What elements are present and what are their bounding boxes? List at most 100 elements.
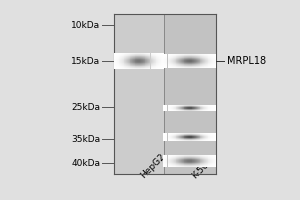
- Bar: [201, 163, 202, 164]
- Bar: [208, 61, 209, 62]
- Bar: [203, 155, 204, 156]
- Bar: [164, 57, 165, 58]
- Bar: [202, 54, 203, 55]
- Bar: [151, 53, 152, 54]
- Bar: [172, 59, 173, 60]
- Bar: [179, 55, 180, 56]
- Bar: [162, 61, 163, 62]
- Bar: [133, 59, 134, 60]
- Bar: [204, 164, 205, 165]
- Bar: [185, 163, 186, 164]
- Bar: [158, 64, 159, 65]
- Bar: [210, 156, 211, 157]
- Bar: [191, 60, 192, 61]
- Bar: [207, 59, 208, 60]
- Bar: [199, 61, 200, 62]
- Bar: [160, 63, 161, 64]
- Bar: [126, 57, 127, 58]
- Bar: [141, 53, 142, 54]
- Bar: [143, 61, 144, 62]
- Bar: [170, 161, 171, 162]
- Bar: [129, 55, 130, 56]
- Bar: [174, 54, 175, 55]
- Bar: [204, 159, 205, 160]
- Bar: [205, 55, 206, 56]
- Bar: [126, 63, 127, 64]
- Bar: [199, 163, 200, 164]
- Bar: [199, 166, 200, 167]
- Bar: [121, 58, 122, 59]
- Bar: [201, 61, 202, 62]
- Bar: [141, 64, 142, 65]
- Bar: [133, 66, 134, 67]
- Bar: [201, 67, 202, 68]
- Bar: [116, 64, 117, 65]
- Bar: [202, 64, 203, 65]
- Bar: [159, 68, 160, 69]
- Bar: [181, 156, 182, 157]
- Bar: [119, 65, 120, 66]
- Bar: [141, 60, 142, 61]
- Bar: [150, 59, 151, 60]
- Bar: [205, 67, 206, 68]
- Bar: [164, 65, 165, 66]
- Bar: [146, 59, 147, 60]
- Bar: [141, 67, 142, 68]
- Bar: [158, 55, 159, 56]
- Bar: [136, 63, 137, 64]
- Bar: [201, 158, 202, 159]
- Bar: [115, 67, 116, 68]
- Bar: [147, 65, 148, 66]
- Bar: [126, 65, 127, 66]
- Bar: [180, 160, 181, 161]
- Bar: [207, 64, 208, 65]
- Bar: [211, 166, 212, 167]
- Bar: [166, 161, 167, 162]
- Bar: [121, 61, 122, 62]
- Bar: [197, 163, 198, 164]
- Bar: [126, 55, 127, 56]
- Bar: [139, 53, 140, 54]
- Bar: [205, 161, 206, 162]
- Bar: [114, 66, 115, 67]
- Bar: [193, 156, 194, 157]
- Bar: [192, 55, 193, 56]
- Bar: [156, 54, 157, 55]
- Bar: [136, 67, 137, 68]
- Bar: [183, 161, 184, 162]
- Bar: [169, 55, 170, 56]
- Bar: [130, 57, 131, 58]
- Bar: [155, 62, 156, 63]
- Bar: [156, 58, 157, 59]
- Bar: [167, 159, 168, 160]
- Bar: [153, 61, 154, 62]
- Bar: [140, 67, 141, 68]
- Bar: [171, 161, 172, 162]
- Bar: [172, 157, 173, 158]
- Bar: [183, 60, 184, 61]
- Bar: [203, 66, 204, 67]
- Bar: [186, 67, 187, 68]
- Bar: [207, 162, 208, 163]
- Bar: [210, 166, 211, 167]
- Bar: [155, 55, 156, 56]
- Bar: [195, 158, 196, 159]
- Bar: [178, 158, 179, 159]
- Bar: [118, 56, 119, 57]
- Bar: [188, 58, 189, 59]
- Bar: [206, 65, 207, 66]
- Bar: [137, 56, 138, 57]
- Bar: [189, 58, 190, 59]
- Bar: [185, 64, 186, 65]
- Bar: [185, 62, 186, 63]
- Bar: [133, 56, 134, 57]
- Bar: [212, 165, 213, 166]
- Bar: [204, 156, 205, 157]
- Bar: [187, 59, 188, 60]
- Bar: [120, 53, 121, 54]
- Bar: [197, 156, 198, 157]
- Bar: [155, 67, 156, 68]
- Bar: [210, 62, 211, 63]
- Bar: [156, 59, 157, 60]
- Bar: [189, 164, 190, 165]
